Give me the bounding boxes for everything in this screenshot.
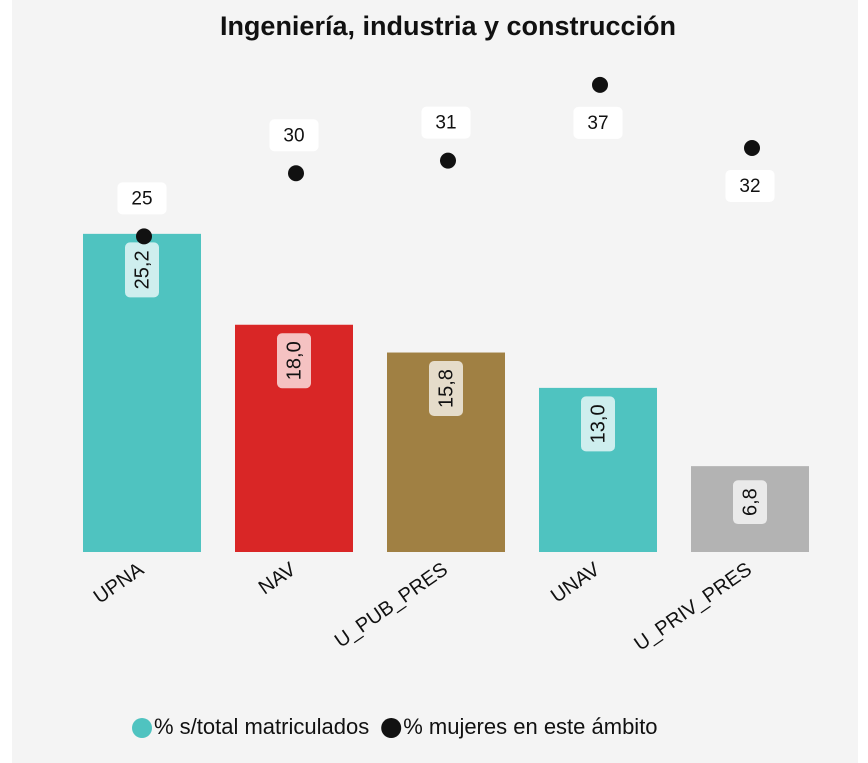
value-label-box bbox=[429, 361, 463, 416]
dot-label-box bbox=[725, 170, 775, 202]
dot bbox=[136, 228, 152, 245]
legend-label: % s/total matriculados bbox=[154, 714, 369, 739]
value-label-text: 13,0 bbox=[587, 404, 609, 443]
dot bbox=[440, 152, 456, 169]
legend-label: % mujeres en este ámbito bbox=[403, 714, 657, 739]
dot-label: 30 bbox=[283, 125, 304, 146]
value-label-text: 18,0 bbox=[283, 341, 305, 380]
value-label-text: 25,2 bbox=[131, 250, 153, 289]
dot-label-box bbox=[269, 119, 319, 152]
value-label: 18,0 bbox=[277, 333, 311, 389]
legend-marker bbox=[132, 718, 152, 738]
chart-title: Ingeniería, industria y construcción bbox=[220, 11, 676, 41]
value-label-text: 15,8 bbox=[435, 369, 457, 408]
value-label: 15,8 bbox=[429, 361, 463, 416]
dot-label: 37 bbox=[587, 113, 608, 134]
dot bbox=[592, 76, 608, 93]
value-label-box bbox=[581, 396, 615, 452]
dot-label-box bbox=[117, 182, 167, 215]
dot bbox=[744, 140, 760, 156]
value-label: 6,8 bbox=[733, 480, 767, 525]
value-label: 13,0 bbox=[581, 396, 615, 452]
dot-label: 31 bbox=[435, 113, 456, 134]
dot bbox=[288, 165, 304, 182]
legend-marker bbox=[381, 718, 402, 738]
dot-label-box bbox=[573, 106, 623, 139]
dot-label-box bbox=[421, 106, 471, 139]
value-label-box bbox=[277, 333, 311, 389]
dot-label: 25 bbox=[131, 188, 152, 209]
value-label: 25,2 bbox=[125, 242, 159, 298]
value-label-text: 6,8 bbox=[739, 488, 761, 516]
value-label-box bbox=[733, 480, 767, 525]
value-label-box bbox=[125, 242, 159, 298]
dot-label: 32 bbox=[739, 176, 760, 197]
